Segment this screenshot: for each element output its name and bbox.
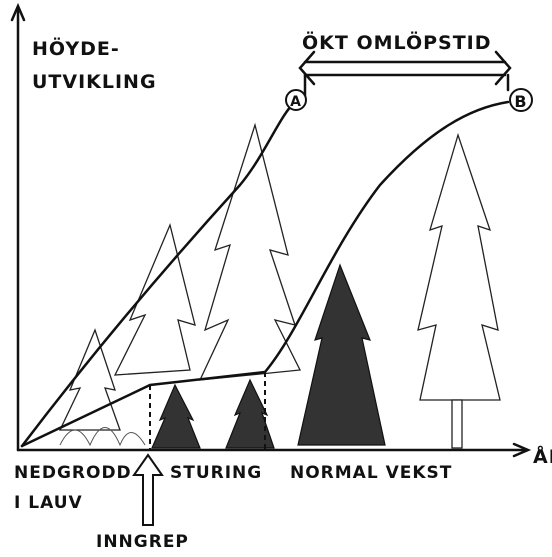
- tree-medium: [113, 222, 196, 376]
- intervention-label: INNGREP: [96, 532, 189, 552]
- trunk: [451, 399, 463, 449]
- phase-label: STURING: [170, 463, 262, 483]
- x-axis-label: ÅR: [533, 444, 552, 468]
- trees: [58, 122, 501, 449]
- point-label: B: [514, 92, 527, 111]
- span-label: ÖKT OMLÖPSTID: [302, 30, 492, 54]
- tree-large: [198, 122, 302, 381]
- point-label: A: [290, 94, 302, 110]
- point-b-circle: [509, 88, 533, 112]
- phase-label: NORMAL VEKST: [290, 463, 452, 483]
- curve-b: [20, 100, 510, 448]
- intervention-arrow: [132, 453, 164, 526]
- y-axis-label: HÖYDE-: [32, 36, 120, 60]
- spruce: [151, 383, 201, 449]
- span-arrow-head: [494, 50, 512, 86]
- point-a-circle: [285, 89, 307, 111]
- span-arrow: [303, 60, 507, 77]
- x-axis-arrow: [512, 442, 532, 458]
- phase-label: I LAUV: [14, 493, 83, 513]
- span-arrow-head: [298, 50, 316, 86]
- y-axis-label: UTVIKLING: [32, 71, 157, 93]
- y-axis-arrow: [10, 2, 26, 22]
- spruce: [225, 378, 275, 449]
- shrubs: [59, 427, 146, 447]
- tree-small: [58, 328, 121, 431]
- tree-tall: [417, 132, 501, 401]
- spruce: [297, 263, 386, 446]
- phase-label: NEDGRODD: [14, 463, 132, 483]
- curve-a: [20, 100, 297, 448]
